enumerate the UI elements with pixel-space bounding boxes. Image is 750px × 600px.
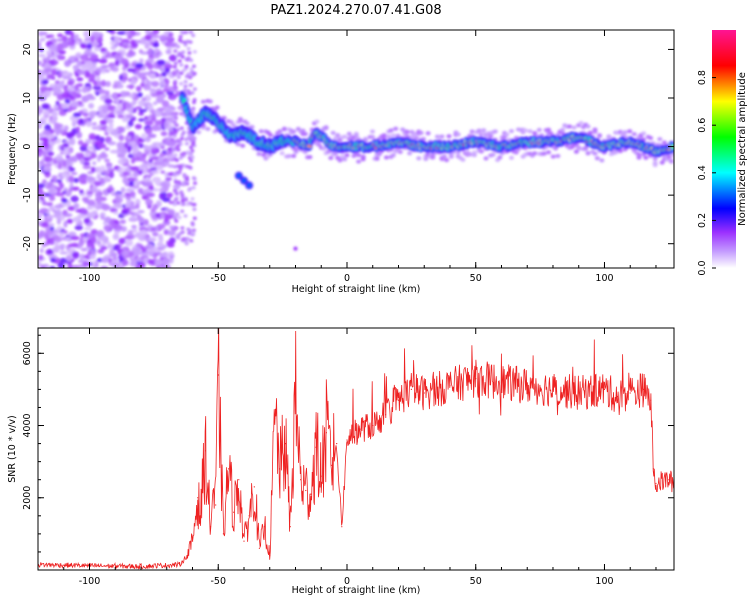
snr-x-axis-label: Height of straight line (km) xyxy=(292,585,421,596)
snr-data-point xyxy=(264,526,266,528)
spectrogram-x-tick-label: 0 xyxy=(344,273,350,284)
snr-data-point xyxy=(215,504,217,506)
snr-data-point xyxy=(552,388,554,390)
snr-data-point xyxy=(248,515,250,517)
snr-data-point xyxy=(650,399,652,401)
snr-data-point xyxy=(186,555,188,557)
spectrogram-image xyxy=(38,30,674,268)
spectrogram-y-tick-label: -20 xyxy=(22,236,33,252)
snr-data-point xyxy=(603,388,606,390)
snr-data-point xyxy=(294,392,297,394)
colorbar-tick-label: 0.8 xyxy=(697,70,708,85)
snr-data-point xyxy=(410,388,412,390)
colorbar: 0.0 0.2 0.4 0.6 0.8 Normalized spectral ampl… xyxy=(697,30,748,276)
spectrogram-x-tick-label: -50 xyxy=(210,273,226,284)
snr-y-tick-label: 6000 xyxy=(22,341,33,365)
snr-data-point xyxy=(227,468,230,470)
snr-data-point xyxy=(204,450,206,452)
colorbar-tick-label: 0.2 xyxy=(697,213,708,228)
snr-data-point xyxy=(385,414,387,416)
snr-data-point xyxy=(475,378,477,380)
snr-data-point xyxy=(655,482,657,484)
snr-x-tick-label: -100 xyxy=(79,576,101,587)
snr-y-axis-label: SNR (10 * v/v) xyxy=(7,415,18,483)
snr-x-tick-label: 0 xyxy=(344,576,350,587)
snr-data-point xyxy=(320,475,322,477)
snr-data-point xyxy=(423,392,425,394)
snr-data-point xyxy=(500,381,503,383)
snr-data-point xyxy=(315,446,317,448)
spectrogram-y-tick-label: 0 xyxy=(22,144,33,150)
snr-data-point xyxy=(652,468,655,470)
snr-data-point xyxy=(325,432,327,434)
snr-y-tick-label: 2000 xyxy=(22,486,33,510)
snr-frame xyxy=(37,327,675,571)
snr-data-point xyxy=(616,396,619,398)
spectrogram-x-tick-label: 50 xyxy=(470,273,482,284)
snr-data-point xyxy=(284,443,286,445)
spectrogram-y-tick-label: -10 xyxy=(22,187,33,203)
snr-data-point xyxy=(578,392,580,394)
snr-data-point xyxy=(289,526,291,528)
spectrogram-y-tick-label: 10 xyxy=(22,92,33,104)
snr-data-point xyxy=(305,489,307,492)
spectrogram-x-tick-label: -100 xyxy=(79,273,101,284)
snr-data-point xyxy=(310,493,312,495)
spectrogram-x-axis-label: Height of straight line (km) xyxy=(292,284,421,295)
snr-data-point xyxy=(668,479,670,481)
snr-data-point xyxy=(222,533,224,535)
snr-data-point xyxy=(526,385,528,387)
colorbar-tick-label: 0.0 xyxy=(697,260,708,275)
snr-data-point xyxy=(346,439,348,441)
snr-data-point xyxy=(238,479,240,481)
snr-data-point xyxy=(179,564,181,566)
snr-x-tick-label: 50 xyxy=(470,576,482,587)
spectrogram-y-tick-label: 20 xyxy=(22,43,33,55)
snr-data-point xyxy=(199,515,201,517)
snr-data-point xyxy=(191,540,194,542)
snr-data-point xyxy=(300,479,302,481)
snr-data-point xyxy=(642,388,644,390)
snr-data-point xyxy=(279,468,281,470)
snr-data-point xyxy=(140,565,142,568)
snr-data-point xyxy=(233,511,235,513)
snr-data-point xyxy=(217,374,219,376)
snr-data-point xyxy=(212,489,214,492)
spectrogram-x-tick-label: 100 xyxy=(595,273,613,284)
snr-data-point xyxy=(397,399,400,401)
snr-x-tick-label: 100 xyxy=(595,576,613,587)
snr-data-point xyxy=(269,555,271,557)
figure-title: PAZ1.2024.270.07.41.G08 xyxy=(270,3,441,18)
colorbar-tick-label: 0.6 xyxy=(697,118,708,133)
snr-data-point xyxy=(449,385,451,387)
colorbar-label: Normalized spectral amplitude xyxy=(737,72,748,226)
snr-data-point xyxy=(209,526,212,528)
snr-data-point xyxy=(243,540,245,542)
spectrogram-y-axis-label: Frequency (Hz) xyxy=(7,113,18,185)
snr-y-tick-label: 4000 xyxy=(22,413,33,437)
snr-data-point xyxy=(274,417,276,419)
snr-data-point xyxy=(258,547,260,549)
snr-data-point xyxy=(336,443,338,445)
snr-data-point xyxy=(341,526,343,528)
snr-data-point xyxy=(359,428,361,430)
snr-x-tick-label: -50 xyxy=(210,576,226,587)
colorbar-gradient xyxy=(712,30,736,268)
snr-panel: -100 -50 0 50 100 2000 4000 6000 Height of stra… xyxy=(7,327,675,596)
snr-series-line xyxy=(38,328,674,570)
snr-data-point xyxy=(629,392,631,394)
snr-data-point xyxy=(330,464,333,466)
spectrogram-frame xyxy=(37,29,675,269)
snr-data-point xyxy=(253,486,255,488)
colorbar-tick-label: 0.4 xyxy=(697,165,708,180)
snr-data-point xyxy=(197,497,199,499)
snr-data-point xyxy=(372,424,374,427)
